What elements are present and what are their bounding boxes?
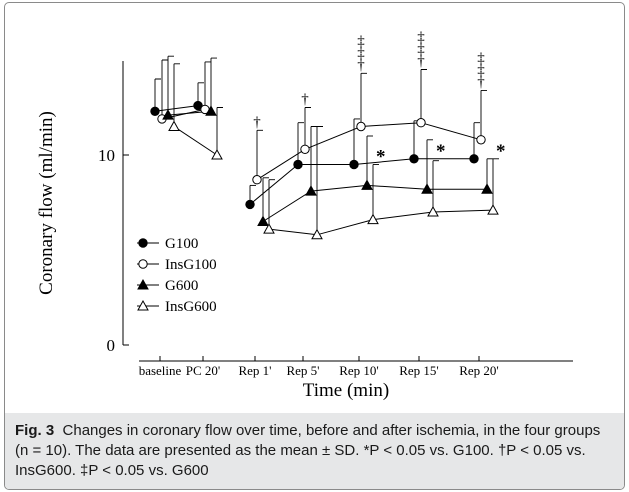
x-tick-label: Rep 1': [238, 363, 271, 378]
annotation-dagger: †: [301, 92, 309, 108]
legend-marker-insg600: [137, 299, 149, 311]
legend: G100 InsG100 G600 InsG600: [137, 236, 217, 315]
point-insg100: [252, 175, 262, 185]
figure: 0 10 baseline PC 20' Rep 1' Rep 5' Rep 10' Rep…: [4, 2, 625, 490]
x-tick-label: Rep 10': [339, 363, 379, 378]
figure-caption: Fig. 3 Changes in coronary flow over tim…: [5, 413, 624, 489]
x-tick-label: Rep 20': [459, 363, 499, 378]
point-insg600: [211, 148, 223, 160]
point-insg600: [311, 228, 323, 240]
series-markers: [150, 100, 499, 240]
x-tick-label: Rep 5': [286, 363, 319, 378]
point-insg100: [356, 121, 366, 132]
x-tick-label: PC 20': [186, 363, 221, 378]
point-insg600: [367, 213, 379, 225]
point-g600: [305, 185, 317, 196]
series-lines: [154, 105, 494, 236]
point-g600: [481, 183, 493, 194]
x-tick-label: Rep 15': [399, 363, 439, 378]
line-g600: [262, 184, 487, 222]
point-g100: [469, 154, 479, 164]
point-g100: [293, 159, 303, 170]
point-insg600: [168, 120, 180, 131]
legend-label-g100: G100: [165, 236, 198, 252]
y-tick-label: 0: [107, 336, 116, 355]
annotation-dagger: ‡ ‡ †: [417, 30, 425, 70]
point-g600: [421, 183, 433, 194]
x-tick-label: baseline: [139, 363, 182, 378]
y-ticks: 0 10: [98, 146, 129, 355]
error-bars: [154, 55, 499, 235]
point-insg600: [263, 223, 275, 234]
annotation-asterisk: *: [436, 141, 446, 162]
point-insg100: [476, 135, 486, 145]
point-g600: [361, 179, 373, 190]
point-g100: [193, 100, 203, 111]
point-g600: [205, 105, 217, 116]
line-insg600: [268, 209, 494, 236]
x-axis-label: Time (min): [303, 380, 389, 401]
annotation-dagger: ‡ ‡ †: [357, 33, 365, 73]
x-ticks: baseline PC 20' Rep 1' Rep 5' Rep 10' Rep 15'…: [139, 356, 499, 378]
annotation-dagger: †: [253, 114, 261, 130]
coronary-flow-chart: 0 10 baseline PC 20' Rep 1' Rep 5' Rep 10' Rep…: [36, 30, 573, 401]
point-g100: [245, 199, 255, 210]
point-g600: [257, 215, 269, 226]
point-g600: [162, 109, 174, 120]
point-insg100: [416, 118, 426, 128]
point-insg600: [487, 204, 499, 215]
legend-marker-g100: [138, 238, 148, 248]
caption-text: Changes in coronary flow over time, befo…: [15, 422, 601, 479]
y-tick-label: 10: [98, 146, 115, 165]
legend-label-insg100: InsG100: [165, 257, 217, 273]
point-g100: [409, 154, 419, 164]
point-insg100: [300, 144, 310, 155]
legend-label-insg600: InsG600: [165, 299, 217, 315]
annotation-asterisk: *: [496, 141, 506, 162]
annotation-dagger: ‡ ‡ †: [477, 50, 485, 90]
legend-marker-g600: [137, 278, 149, 290]
line-g100: [249, 158, 474, 205]
legend-label-g600: G600: [165, 278, 198, 294]
line-g100: [154, 105, 199, 112]
significance-annotations: † † ‡ ‡ † ‡ ‡ † ‡ ‡ † * * *: [253, 30, 505, 168]
annotation-asterisk: *: [376, 147, 386, 168]
caption-label: Fig. 3: [15, 422, 55, 439]
legend-marker-insg100: [138, 259, 148, 269]
y-axis-label: Coronary flow (ml/min): [36, 111, 57, 295]
point-g100: [349, 159, 359, 170]
point-g100: [150, 106, 160, 117]
point-insg600: [427, 205, 439, 217]
line-insg600: [173, 126, 218, 156]
